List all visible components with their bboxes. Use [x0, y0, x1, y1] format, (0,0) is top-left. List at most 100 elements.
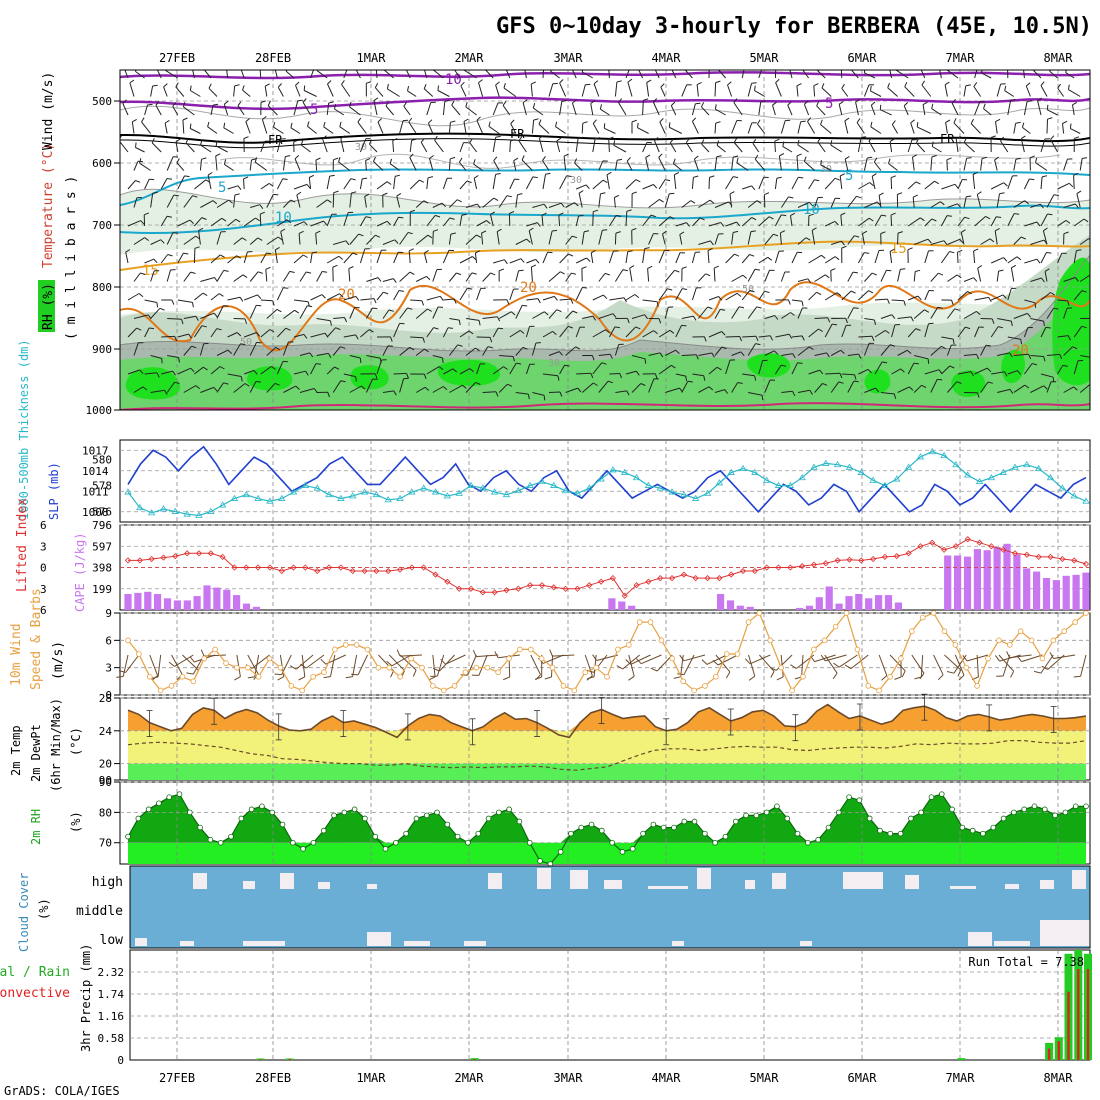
rh-2m-point — [763, 809, 770, 816]
wind-barb — [484, 70, 494, 79]
wind-barb — [541, 212, 547, 227]
wind-barb — [907, 217, 925, 227]
wind-barb — [698, 240, 714, 246]
wind-barb — [555, 121, 566, 134]
wind-barb — [166, 194, 179, 208]
wind-barb — [912, 154, 918, 171]
wind-barb — [548, 202, 565, 208]
wind-barb — [442, 327, 454, 338]
wind-barb — [946, 157, 952, 171]
wind-10m-barb — [549, 649, 575, 657]
wind-barb — [409, 209, 416, 227]
wind-barb — [393, 290, 404, 301]
lifted-index-point — [172, 553, 179, 560]
wind-barb — [599, 104, 610, 116]
wind-barb — [396, 192, 402, 208]
rh-2m-point — [207, 836, 214, 843]
wind-barb — [144, 258, 158, 264]
precip-label-conv: Convective — [0, 986, 70, 1001]
wind-barb — [714, 121, 721, 134]
wind-barb — [343, 178, 356, 190]
wind-barb — [260, 252, 272, 264]
wind-barb — [742, 185, 756, 191]
wind-barb — [307, 121, 317, 134]
wind-10m-barb — [833, 654, 858, 668]
rh-2m-point — [969, 827, 976, 834]
lifted-index-point — [905, 550, 912, 557]
wind-barb — [343, 252, 358, 264]
wind-barb — [316, 391, 330, 398]
thickness-point — [810, 463, 818, 470]
wind-barb — [847, 380, 859, 393]
wind-barb — [995, 118, 1001, 134]
wind-barb — [645, 154, 651, 171]
wind-barb — [343, 373, 357, 382]
lifted-index-point — [870, 555, 877, 563]
wind-barb — [824, 177, 840, 190]
wind-barb — [432, 355, 444, 363]
thickness-point — [538, 477, 546, 485]
wind-barb — [1007, 70, 1009, 79]
wind-barb — [210, 103, 219, 116]
thickness-tick: 576 — [92, 506, 112, 519]
wind-barb — [393, 251, 404, 264]
wind-barb — [847, 353, 862, 359]
temp-minmax-bar — [663, 718, 670, 746]
wind-barb — [1080, 318, 1090, 319]
wind-barb — [203, 70, 212, 79]
wind-barb — [359, 177, 368, 190]
wind-barb — [725, 176, 739, 190]
thickness-point — [218, 501, 227, 508]
wind-barb — [947, 238, 964, 245]
wind-barb — [316, 199, 332, 208]
wind-barb — [296, 191, 302, 208]
wind-barb — [758, 290, 770, 301]
cape-bar — [736, 605, 744, 610]
wind-barb — [227, 255, 242, 264]
cloud-gap — [404, 941, 430, 946]
precip-conv-bar — [1086, 969, 1090, 1060]
wind-barb — [432, 70, 444, 79]
lifted-index-point — [716, 575, 723, 582]
cape-bar — [1072, 574, 1080, 610]
wind-barb — [548, 351, 563, 356]
rh-2m-point — [403, 830, 409, 837]
wind-barb — [1057, 83, 1065, 97]
temp-label-3: (6hr Min/Max) — [49, 698, 63, 792]
wind-barb — [847, 271, 858, 282]
wind-barb — [365, 307, 378, 319]
wind-barb — [298, 230, 304, 245]
pressure-tick-800: 800 — [92, 281, 112, 294]
wind-speed-point — [756, 610, 763, 616]
wind-barb — [515, 304, 528, 319]
wind-barb — [807, 117, 816, 134]
upper-label-rh: RH (%) — [41, 283, 56, 330]
wind-barb — [382, 192, 388, 208]
wind-barb — [924, 180, 940, 190]
wind-barb — [133, 342, 144, 356]
thickness-line — [127, 451, 1087, 517]
wind-barb — [448, 156, 456, 171]
rh-2m-point — [1011, 809, 1017, 816]
wind-barb — [951, 99, 959, 116]
tick-label: 24 — [99, 725, 113, 738]
thickness-point — [550, 481, 558, 488]
wind-barb — [493, 156, 500, 171]
wind-barb — [582, 355, 595, 361]
wind-barb — [841, 83, 849, 97]
precip-label-axis: 3hr Precip (mm) — [79, 944, 93, 1052]
wind-barb — [907, 181, 921, 190]
wind-barb — [277, 83, 284, 97]
wind-barb — [131, 118, 137, 134]
wind-barb — [175, 82, 185, 97]
wind-barb — [276, 138, 286, 153]
wind-barb — [613, 194, 620, 208]
wind-barb — [916, 122, 932, 134]
wind-speed-point — [571, 687, 578, 694]
wind-barb — [838, 101, 844, 116]
wind-barb — [189, 85, 201, 97]
wind-barb — [349, 307, 360, 319]
wind-barb — [409, 138, 417, 153]
cloud-gap — [648, 886, 688, 889]
wind-barb — [654, 70, 660, 79]
